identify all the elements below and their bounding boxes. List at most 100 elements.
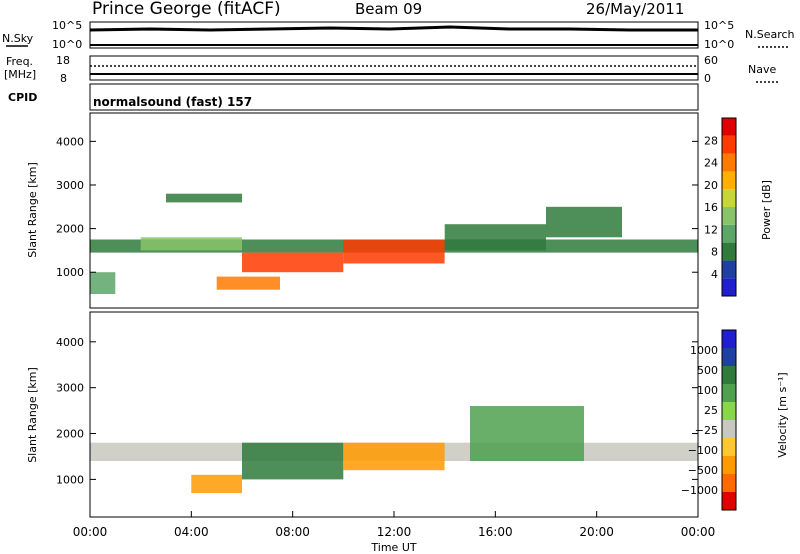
velocity-region [242, 442, 344, 480]
nsky-tick-bottom: 10^0 [52, 38, 82, 51]
ytick-label: 1000 [56, 266, 84, 279]
colorbar-swatch [722, 207, 736, 225]
colorbar-tick: 4 [711, 268, 718, 281]
velocity-region [470, 406, 584, 461]
freq-tick-top: 18 [56, 54, 70, 67]
velocity-xlabel: Time UT [370, 541, 416, 554]
power-region [166, 193, 242, 203]
xtick-label: 08:00 [275, 525, 310, 539]
power-region [444, 224, 546, 251]
nsky-line [89, 25, 698, 32]
colorbar-swatch [722, 118, 736, 136]
xtick-label: 20:00 [579, 525, 614, 539]
velocity-panel-bg [90, 312, 698, 517]
cpid-panel [89, 83, 699, 111]
power-panel-frame [89, 112, 699, 309]
power-colorbar-label: Power [dB] [760, 180, 773, 240]
cpid-program: normalsound (fast) 157 [93, 95, 252, 109]
nsky-panel [89, 21, 699, 49]
ytick-label: 3000 [56, 382, 84, 395]
colorbar-swatch [722, 135, 736, 154]
freq-panel [89, 55, 699, 81]
ytick-label: 2000 [56, 428, 84, 441]
velocity-region [191, 474, 242, 494]
freq-unit-label: [MHz] [4, 68, 36, 81]
ytick-label: 3000 [56, 179, 84, 192]
colorbar-swatch [722, 330, 736, 348]
colorbar-swatch [722, 224, 736, 243]
power-region [242, 252, 344, 273]
colorbar-tick: 24 [704, 157, 718, 170]
colorbar-swatch [722, 402, 736, 420]
colorbar-swatch [722, 171, 736, 190]
colorbar-tick: −25 [695, 424, 718, 437]
ytick-label: 2000 [56, 223, 84, 236]
colorbar-tick: 100 [697, 384, 718, 397]
velocity-ylabel: Slant Range [km] [26, 367, 39, 463]
colorbar-tick: −500 [688, 464, 718, 477]
colorbar-swatch [722, 456, 736, 474]
colorbar-swatch [722, 474, 736, 492]
velocity-region [343, 442, 445, 471]
velocity-panel-frame [89, 311, 699, 518]
colorbar-swatch [722, 438, 736, 456]
power-panel: 1000 2000 3000 4000 Slant Range [km] [26, 112, 699, 309]
cpid-label: CPID [8, 91, 37, 104]
colorbar-tick: 25 [704, 404, 718, 417]
velocity-heatmap [90, 406, 698, 494]
velocity-panel: 1000 2000 3000 4000 00:00 04:00 08:00 12:00 16:… [26, 311, 716, 554]
velocity-colorbar-label: Velocity [m s⁻¹] [776, 372, 789, 457]
nave-label: Nave [748, 63, 776, 76]
colorbar-tick: 20 [704, 179, 718, 192]
colorbar-tick: 8 [711, 246, 718, 259]
velocity-colorbar: 1000 500 100 25 −25 −100 −500 −1000 [681, 329, 737, 511]
colorbar-swatch [722, 242, 736, 261]
colorbar-swatch [722, 260, 736, 279]
station-title: Prince George (fitACF) [92, 0, 281, 19]
power-heatmap [90, 193, 698, 294]
ytick-label: 4000 [56, 135, 84, 148]
nsearch-tick-top: 10^5 [704, 19, 734, 32]
power-region [546, 206, 622, 238]
nsearch-tick-bottom: 10^0 [704, 38, 734, 51]
date-title: 26/May/2011 [586, 0, 684, 18]
xtick-label: 00:00 [73, 525, 108, 539]
freq-tick-bottom: 8 [60, 72, 67, 85]
colorbar-swatch [722, 384, 736, 402]
colorbar-swatch [722, 492, 736, 510]
nave-tick-top: 60 [704, 54, 718, 67]
ytick-label: 4000 [56, 336, 84, 349]
colorbar-tick: 12 [704, 223, 718, 236]
power-colorbar: 28 24 20 16 12 8 4 [704, 117, 737, 297]
colorbar-tick: 16 [704, 201, 718, 214]
colorbar-swatch [722, 153, 736, 172]
freq-label: Freq. [6, 55, 33, 68]
colorbar-tick: −100 [688, 444, 718, 457]
nsearch-label: N.Search [745, 28, 795, 41]
colorbar-tick: 1000 [690, 344, 718, 357]
colorbar-swatch [722, 366, 736, 384]
nsky-label: N.Sky [2, 32, 34, 45]
power-region [90, 272, 116, 294]
xtick-label: 04:00 [174, 525, 209, 539]
nave-tick-bottom: 0 [704, 72, 711, 85]
colorbar-swatch [722, 348, 736, 366]
colorbar-frame [721, 117, 737, 297]
xtick-label: 12:00 [377, 525, 412, 539]
ytick-label: 1000 [56, 473, 84, 486]
colorbar-frame [721, 329, 737, 511]
power-yticks: 1000 2000 3000 4000 [56, 135, 698, 279]
colorbar-tick: −1000 [681, 484, 718, 497]
xtick-label: 16:00 [478, 525, 513, 539]
colorbar-swatch [722, 189, 736, 207]
xtick-label: 00:00 [681, 525, 716, 539]
nsky-tick-top: 10^5 [52, 19, 82, 32]
colorbar-swatch [722, 278, 736, 296]
power-region [140, 237, 242, 251]
colorbar-swatch [722, 420, 736, 438]
power-ylabel: Slant Range [km] [26, 162, 39, 258]
velocity-yticks: 1000 2000 3000 4000 [56, 336, 698, 486]
power-region [343, 239, 445, 264]
beam-title: Beam 09 [355, 0, 422, 18]
